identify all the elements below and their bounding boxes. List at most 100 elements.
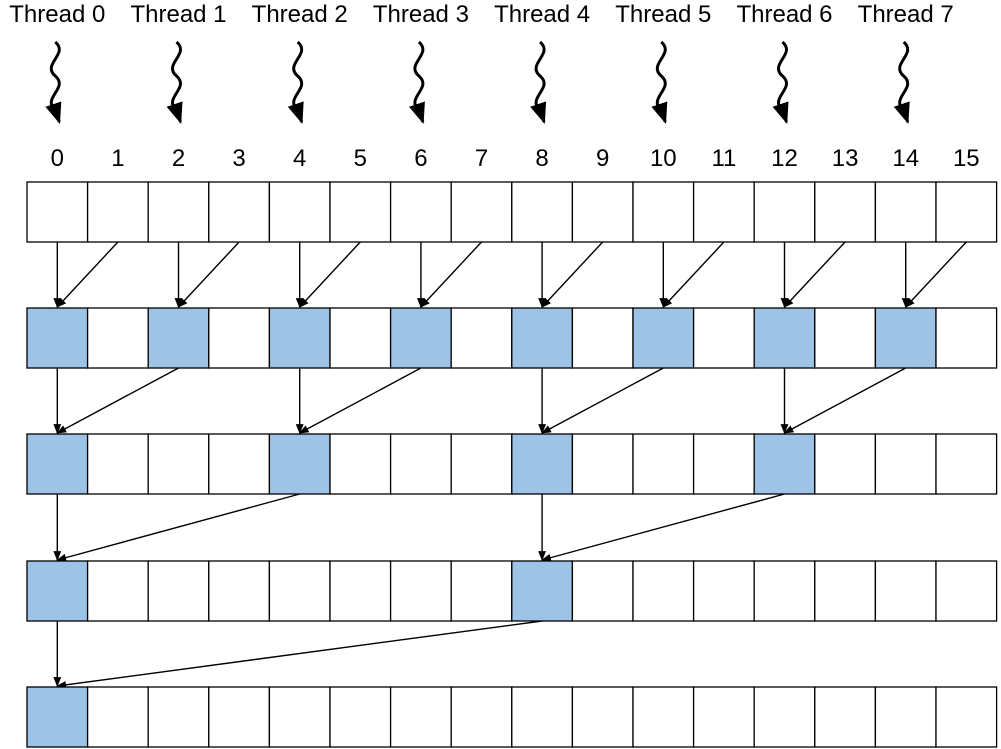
thread-label: Thread 6	[736, 1, 832, 28]
array-cell	[86, 181, 149, 243]
thread-squiggle-arrow-icon	[651, 40, 668, 124]
array-cell	[874, 181, 937, 243]
thread-label: Thread 1	[130, 1, 226, 28]
reduction-arrow	[783, 367, 907, 434]
thread-squiggle-arrow-icon	[408, 40, 425, 124]
array-cell	[208, 686, 271, 748]
array-cell	[389, 433, 452, 495]
array-cell-highlighted	[26, 433, 89, 495]
array-cell	[814, 307, 877, 369]
array-cell	[86, 307, 149, 369]
array-cell	[692, 181, 755, 243]
array-cell-highlighted	[511, 560, 574, 622]
index-label: 3	[232, 145, 245, 172]
index-label: 12	[771, 145, 798, 172]
reduction-arrow	[56, 620, 543, 689]
array-cell	[814, 181, 877, 243]
array-cell	[147, 433, 210, 495]
array-cell-highlighted	[147, 307, 210, 369]
array-cell	[208, 181, 271, 243]
thread-squiggle-arrow-icon	[772, 40, 789, 124]
array-cell	[692, 686, 755, 748]
index-label: 1	[111, 145, 124, 172]
array-cell-highlighted	[874, 307, 937, 369]
array-cell	[208, 560, 271, 622]
reduction-arrow	[783, 241, 846, 308]
array-cell	[450, 307, 513, 369]
array-cell	[874, 686, 937, 748]
array-cell	[147, 560, 210, 622]
array-cell	[268, 686, 331, 748]
array-cell	[692, 433, 755, 495]
array-cell	[571, 181, 634, 243]
array-cell	[26, 181, 89, 243]
reduction-arrow	[905, 241, 967, 308]
array-cell	[935, 181, 998, 243]
array-cell	[329, 181, 392, 243]
array-cell	[86, 433, 149, 495]
reduction-arrow	[56, 367, 179, 434]
array-cell	[450, 686, 513, 748]
array-cell	[571, 560, 634, 622]
array-cell	[389, 181, 452, 243]
reduction-arrow	[420, 241, 483, 308]
array-cell	[632, 686, 695, 748]
array-cell-highlighted	[511, 307, 574, 369]
thread-squiggle-arrow-icon	[893, 40, 910, 124]
thread-label: Thread 2	[252, 1, 348, 28]
array-cell-highlighted	[389, 307, 452, 369]
thread-label: Thread 0	[9, 1, 105, 28]
array-cell-highlighted	[268, 433, 331, 495]
array-cell	[874, 560, 937, 622]
array-cell	[450, 560, 513, 622]
array-cell	[389, 686, 452, 748]
thread-labels: Thread 0 Thread 1 Thread 2 Thread 3 Thread 4…	[9, 1, 954, 124]
thread-squiggle-arrow-icon	[166, 40, 183, 124]
array-cell-highlighted	[26, 686, 89, 748]
array-cell	[935, 686, 998, 748]
index-label: 10	[650, 145, 677, 172]
array-cell	[268, 560, 331, 622]
array-cell	[329, 686, 392, 748]
index-label: 0	[51, 145, 64, 172]
index-label: 14	[892, 145, 919, 172]
reduction-arrow	[299, 241, 361, 308]
array-cell	[86, 686, 149, 748]
reduction-arrow	[541, 241, 604, 308]
array-rows	[26, 181, 998, 748]
array-cell	[632, 181, 695, 243]
array-row	[26, 686, 998, 748]
array-cell-highlighted	[26, 307, 89, 369]
index-label: 4	[293, 145, 306, 172]
array-cell	[329, 307, 392, 369]
index-label: 11	[711, 145, 736, 172]
reduction-arrow	[56, 493, 300, 562]
array-cell	[268, 181, 331, 243]
thread-label: Thread 5	[615, 1, 711, 28]
reduction-arrow	[56, 241, 119, 308]
array-cell-highlighted	[511, 433, 574, 495]
array-cell	[571, 433, 634, 495]
array-cell	[511, 686, 574, 748]
thread-squiggle-arrow-icon	[287, 40, 304, 124]
thread-label: Thread 3	[373, 1, 469, 28]
reduction-arrows	[53, 241, 967, 689]
array-cell	[208, 433, 271, 495]
reduction-arrow	[541, 367, 664, 434]
thread-squiggle-arrow-icon	[530, 40, 547, 124]
array-cell	[389, 560, 452, 622]
array-cell	[632, 433, 695, 495]
array-row	[26, 181, 998, 243]
index-label: 9	[596, 145, 609, 172]
array-row	[26, 307, 998, 369]
index-label: 6	[414, 145, 427, 172]
array-cell	[329, 433, 392, 495]
index-label: 2	[172, 145, 185, 172]
index-label: 8	[535, 145, 548, 172]
index-label: 7	[475, 145, 488, 172]
array-cell	[753, 686, 816, 748]
index-labels: 0 1 2 3 4 5 6 7 8 9 10 11 12 13 14 15	[51, 145, 980, 172]
array-cell	[571, 307, 634, 369]
index-label: 15	[953, 145, 980, 172]
